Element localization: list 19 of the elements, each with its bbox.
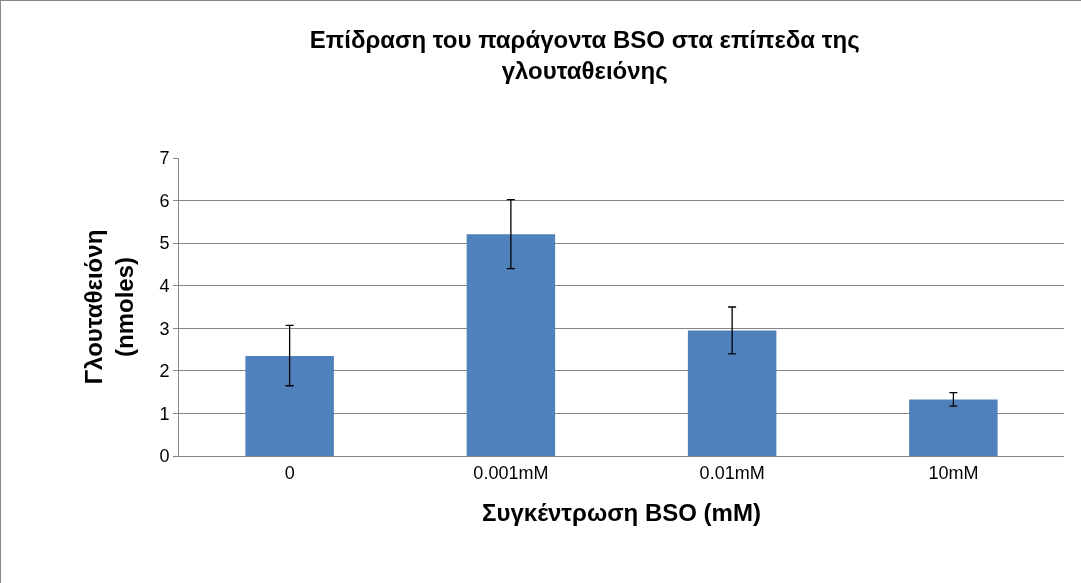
- y-tick-label: 4: [159, 276, 170, 297]
- y-tick-label: 6: [159, 190, 170, 211]
- bar: [245, 355, 334, 456]
- y-tick-label: 1: [159, 403, 170, 424]
- x-tick-label: 0.01mM: [699, 462, 765, 483]
- chart-title: Επίδραση του παράγοντα BSO στα επίπεδα της γλουταθειόνης: [309, 25, 860, 84]
- x-axis-title: Συγκέντρωση BSO (mM): [482, 498, 761, 526]
- y-tick-label: 7: [159, 148, 170, 169]
- x-tick-label: 10mM: [928, 462, 979, 483]
- bar: [687, 330, 777, 456]
- y-tick-label: 5: [159, 233, 170, 254]
- bar: [909, 399, 998, 456]
- y-tick-label: 2: [159, 361, 170, 382]
- x-tick-label: 0: [284, 462, 295, 483]
- y-tick-label: 0: [159, 446, 170, 467]
- x-tick-label: 0.001mM: [473, 462, 549, 483]
- y-tick-label: 3: [159, 318, 170, 339]
- y-axis-title: Γλουταθειόνη (nmoles): [80, 229, 139, 385]
- bar: [466, 234, 556, 456]
